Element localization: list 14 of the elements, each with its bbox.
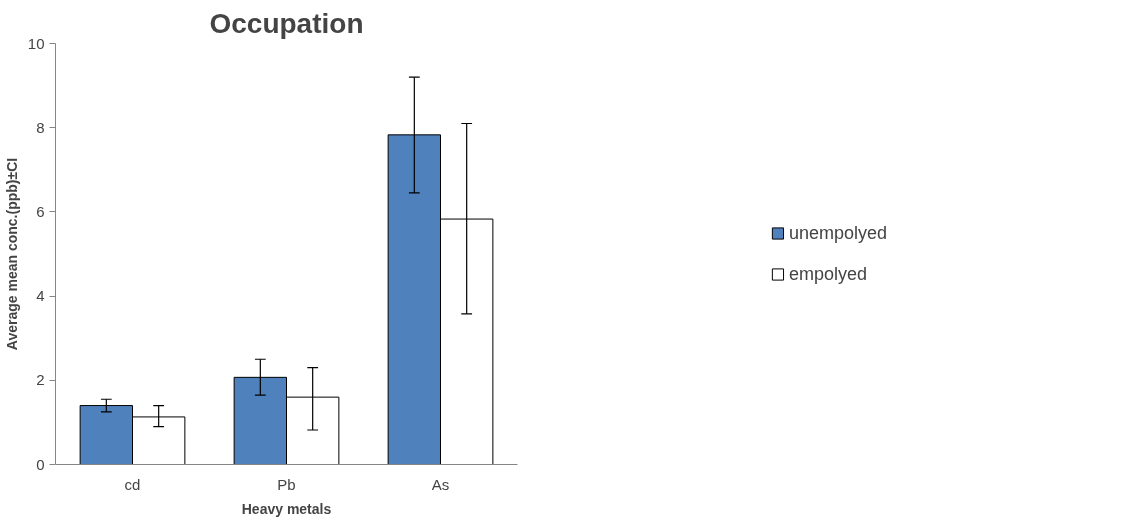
- x-tick-label: As: [431, 475, 450, 493]
- y-tick-label: 2: [36, 371, 45, 389]
- x-tick-label: Pb: [277, 475, 296, 493]
- legend-label: unempolyed: [788, 222, 888, 244]
- y-axis-title: Average mean conc.(ppb)±CI: [3, 157, 20, 351]
- x-axis-title: Heavy metals: [241, 500, 332, 517]
- x-tick-label: cd: [124, 475, 141, 493]
- y-tick-label: 6: [36, 202, 45, 220]
- y-tick-label: 8: [36, 118, 45, 136]
- chart-title: Occupation: [209, 7, 364, 39]
- legend-label: empolyed: [788, 263, 868, 285]
- y-tick-label: 10: [27, 34, 45, 52]
- y-tick-label: 0: [36, 455, 45, 473]
- y-tick-label: 4: [36, 287, 45, 305]
